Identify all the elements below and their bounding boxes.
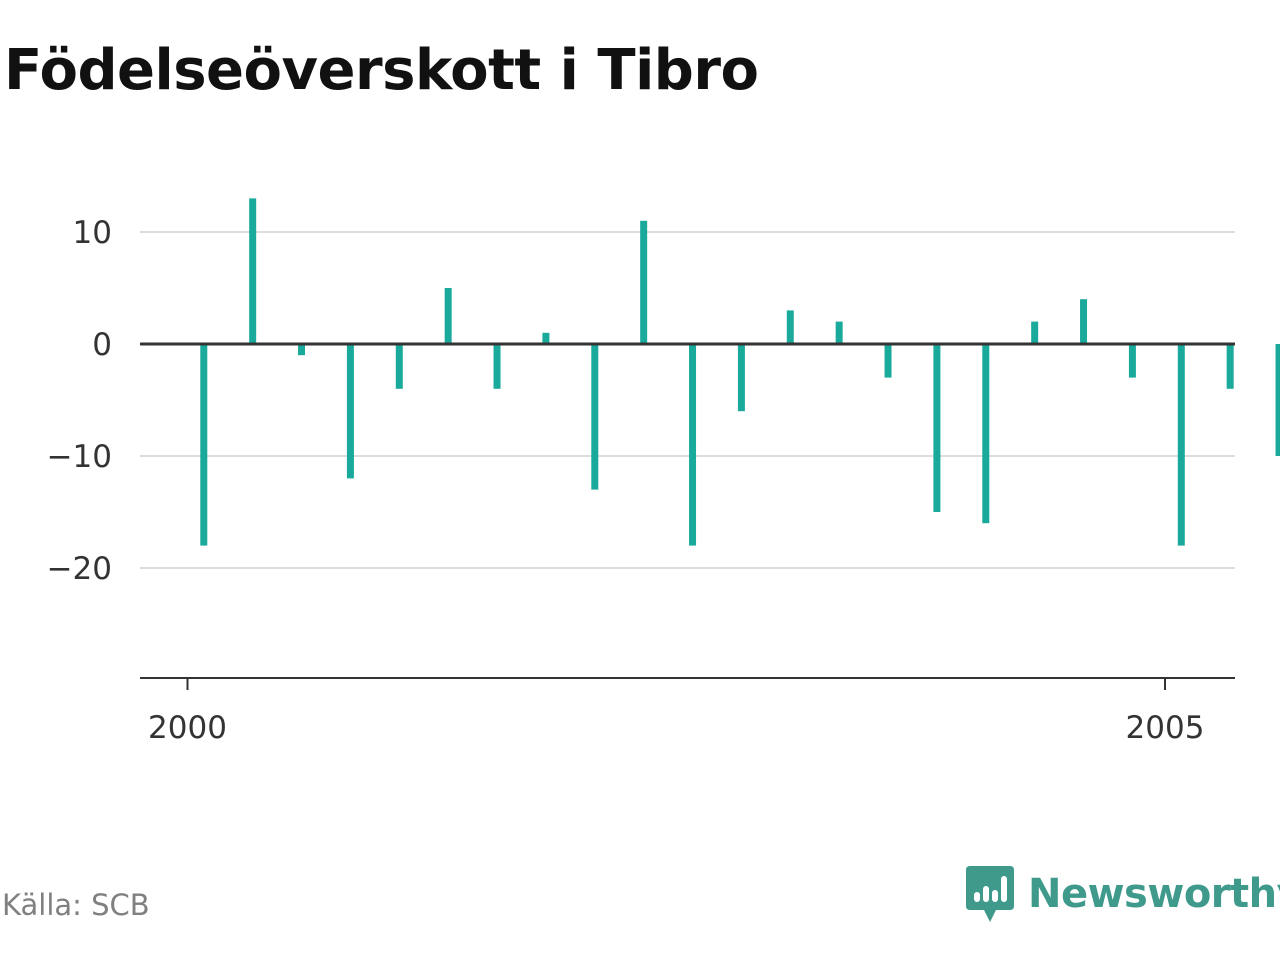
bar <box>884 344 892 378</box>
bar <box>689 344 697 546</box>
y-tick-label: 0 <box>92 327 112 363</box>
bar <box>395 344 403 389</box>
bar <box>493 344 501 389</box>
bar <box>249 198 257 344</box>
bar <box>591 344 599 490</box>
bar <box>1031 321 1039 344</box>
bar <box>835 321 843 344</box>
bar <box>1226 344 1234 389</box>
y-tick-label: −20 <box>47 551 112 587</box>
bar <box>200 344 208 546</box>
bar <box>444 288 452 344</box>
bar <box>737 344 745 412</box>
y-axis-labels: 10 0 −10 −20 <box>47 215 112 587</box>
x-tick-label: 2000 <box>148 710 227 746</box>
y-tick-label: 10 <box>73 215 112 251</box>
bar <box>1275 344 1280 456</box>
bar <box>640 220 648 344</box>
source-note: Källa: SCB <box>2 888 150 922</box>
x-tick-label: 2005 <box>1126 710 1205 746</box>
bar <box>346 344 354 479</box>
bar <box>542 332 550 344</box>
brand-logo: Newsworthy <box>964 862 1280 926</box>
axes <box>140 342 1235 679</box>
x-axis-labels: 200020052010201520202025 <box>148 678 1205 746</box>
bar <box>298 344 306 356</box>
chart-title: Födelseöverskott i Tibro <box>4 38 759 103</box>
bar <box>982 344 990 524</box>
bar <box>1128 344 1136 378</box>
bar <box>786 310 794 344</box>
bar <box>1177 344 1185 546</box>
bar-series <box>200 198 1280 546</box>
bar <box>1080 299 1088 344</box>
y-tick-label: −10 <box>47 439 112 475</box>
grid-lines <box>140 231 1235 569</box>
bar <box>933 344 941 512</box>
bar-chart-speech-bubble-icon <box>966 866 1014 922</box>
brand-name: Newsworthy <box>1028 871 1280 917</box>
